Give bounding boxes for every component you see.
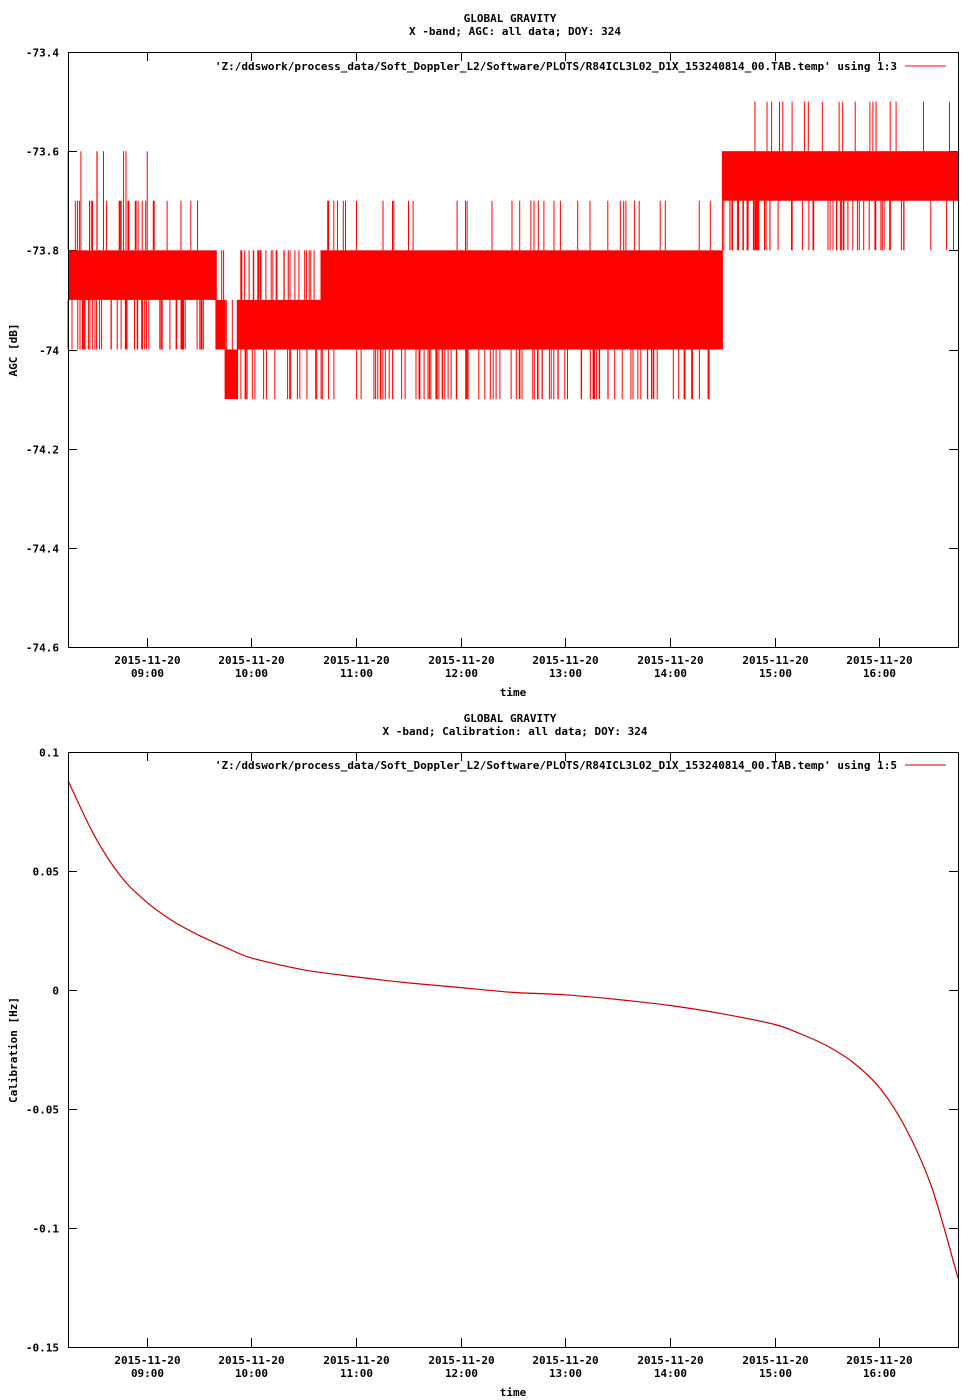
agc-band (321, 250, 723, 350)
agc-spikes (221, 250, 225, 300)
agc-chart-subtitle: X -band; AGC: all data; DOY: 324 (409, 25, 621, 38)
agc-x-tick-date: 2015-11-20 (846, 654, 912, 667)
calibration-y-tick-label: -0.05 (26, 1104, 59, 1117)
calibration-y-axis-label: Calibration [Hz] (7, 997, 20, 1103)
agc-spikes (237, 250, 318, 400)
calibration-x-tick-date: 2015-11-20 (428, 1354, 494, 1367)
agc-series (67, 101, 958, 400)
calibration-x-tick-time: 14:00 (654, 1367, 687, 1380)
agc-legend-label: 'Z:/ddswork/process_data/Soft_Doppler_L2… (215, 60, 897, 73)
calibration-chart-subtitle: X -band; Calibration: all data; DOY: 324 (383, 725, 648, 738)
agc-y-tick-label: -73.6 (26, 146, 59, 159)
agc-band (68, 250, 217, 300)
agc-x-tick-date: 2015-11-20 (637, 654, 703, 667)
calibration-x-tick-time: 16:00 (863, 1367, 896, 1380)
calibration-x-tick-time: 10:00 (235, 1367, 268, 1380)
agc-y-tick-label: -74.6 (26, 642, 59, 655)
calibration-x-tick-date: 2015-11-20 (323, 1354, 389, 1367)
agc-y-tick-label: -73.8 (26, 245, 59, 258)
calibration-x-tick-time: 11:00 (340, 1367, 373, 1380)
calibration-x-tick-date: 2015-11-20 (114, 1354, 180, 1367)
agc-y-tick-label: -74.2 (26, 444, 59, 457)
calibration-y-tick-labels: 0.1 0.05 0 -0.05 -0.1 -0.15 (26, 747, 59, 1355)
calibration-x-tick-date: 2015-11-20 (532, 1354, 598, 1367)
agc-x-tick-time: 14:00 (654, 667, 687, 680)
calibration-x-tick-time: 13:00 (549, 1367, 582, 1380)
calibration-y-tick-label: -0.15 (26, 1342, 59, 1355)
agc-y-tick-labels: -73.4 -73.6 -73.8 -74 -74.2 -74.4 -74.6 (26, 47, 59, 655)
calibration-panel: GLOBAL GRAVITY X -band; Calibration: all… (7, 712, 959, 1399)
agc-x-tick-date: 2015-11-20 (532, 654, 598, 667)
agc-y-tick-label: -74.4 (26, 543, 59, 556)
calibration-x-axis-label: time (500, 1386, 527, 1399)
calibration-chart-title: GLOBAL GRAVITY (464, 712, 557, 725)
agc-x-tick-date: 2015-11-20 (218, 654, 284, 667)
agc-spikes (225, 299, 233, 350)
calibration-ticks (68, 752, 958, 1348)
agc-x-tick-time: 16:00 (863, 667, 896, 680)
agc-transitions (215, 151, 723, 400)
agc-x-axis-label: time (500, 686, 527, 699)
agc-chart-title: GLOBAL GRAVITY (464, 12, 557, 25)
agc-x-tick-labels: 2015-11-2009:002015-11-2010:002015-11-20… (114, 654, 912, 680)
calibration-x-tick-date: 2015-11-20 (742, 1354, 808, 1367)
agc-band (237, 299, 322, 350)
agc-ticks (68, 52, 958, 648)
agc-band (225, 349, 238, 400)
calibration-x-tick-time: 12:00 (445, 1367, 478, 1380)
agc-x-tick-time: 10:00 (235, 667, 268, 680)
agc-x-tick-date: 2015-11-20 (742, 654, 808, 667)
agc-x-tick-time: 13:00 (549, 667, 582, 680)
agc-x-tick-time: 09:00 (131, 667, 164, 680)
agc-plot-frame (68, 52, 959, 648)
agc-x-tick-date: 2015-11-20 (323, 654, 389, 667)
calibration-y-tick-label: -0.1 (33, 1223, 60, 1236)
calibration-x-tick-time: 09:00 (131, 1367, 164, 1380)
calibration-x-tick-labels: 2015-11-2009:002015-11-2010:002015-11-20… (114, 1354, 912, 1380)
agc-x-tick-time: 11:00 (340, 667, 373, 680)
agc-band (216, 299, 226, 350)
calibration-x-tick-date: 2015-11-20 (846, 1354, 912, 1367)
calibration-series (67, 780, 959, 1279)
calibration-y-tick-label: 0 (52, 985, 59, 998)
agc-x-tick-time: 12:00 (445, 667, 478, 680)
agc-y-tick-label: -74 (39, 345, 59, 358)
calibration-x-tick-time: 15:00 (759, 1367, 792, 1380)
agc-band (722, 151, 958, 201)
calibration-x-tick-date: 2015-11-20 (218, 1354, 284, 1367)
agc-y-tick-label: -73.4 (26, 47, 59, 60)
agc-x-tick-date: 2015-11-20 (114, 654, 180, 667)
calibration-x-tick-date: 2015-11-20 (637, 1354, 703, 1367)
agc-x-tick-date: 2015-11-20 (428, 654, 494, 667)
agc-x-tick-time: 15:00 (759, 667, 792, 680)
agc-panel: GLOBAL GRAVITY X -band; AGC: all data; D… (7, 12, 959, 699)
calibration-plot-frame (68, 752, 959, 1348)
calibration-y-tick-label: 0.05 (33, 866, 60, 879)
calibration-y-tick-label: 0.1 (39, 747, 59, 760)
calibration-series-line (67, 780, 959, 1279)
agc-y-axis-label: AGC [dB] (7, 324, 20, 377)
calibration-legend-label: 'Z:/ddswork/process_data/Soft_Doppler_L2… (215, 759, 897, 772)
